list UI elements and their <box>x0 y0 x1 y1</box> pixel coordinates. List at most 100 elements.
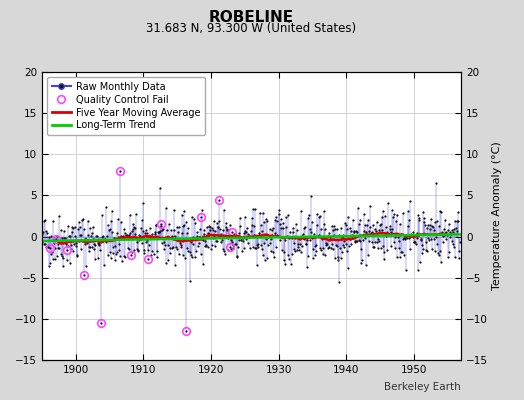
Point <box>52 252 61 259</box>
Point <box>179 223 188 230</box>
Point <box>61 235 69 241</box>
Point <box>132 211 140 218</box>
Point <box>119 226 128 232</box>
Point <box>68 224 77 230</box>
Point <box>260 240 269 246</box>
Point <box>452 225 460 231</box>
Point <box>255 232 263 238</box>
Point <box>322 242 330 248</box>
Point <box>443 232 451 238</box>
Point <box>65 232 73 239</box>
Point <box>111 257 119 263</box>
Point <box>366 224 374 230</box>
Point <box>351 239 359 245</box>
Point <box>127 252 135 258</box>
Point <box>287 235 296 241</box>
Point <box>81 236 89 242</box>
Point <box>365 228 373 234</box>
Point <box>194 234 203 240</box>
Point <box>211 228 220 234</box>
Point <box>424 234 433 241</box>
Point <box>68 229 76 235</box>
Point <box>227 245 235 252</box>
Point <box>421 222 429 228</box>
Point <box>427 216 435 222</box>
Point <box>179 252 187 258</box>
Point <box>268 232 276 239</box>
Point <box>380 256 389 262</box>
Point <box>410 239 419 245</box>
Point <box>439 238 447 245</box>
Point <box>281 237 290 244</box>
Point <box>39 218 48 224</box>
Point <box>368 238 376 245</box>
Point <box>121 229 129 236</box>
Point <box>201 243 209 250</box>
Point <box>221 250 229 257</box>
Point <box>236 223 244 230</box>
Point <box>92 233 100 239</box>
Point <box>234 237 243 244</box>
Point <box>63 246 71 253</box>
Point <box>381 224 390 230</box>
Point <box>138 239 146 246</box>
Point <box>357 259 365 266</box>
Point <box>342 240 350 247</box>
Point <box>206 226 215 233</box>
Point <box>126 230 135 236</box>
Point <box>188 254 196 260</box>
Point <box>339 232 347 238</box>
Point <box>149 234 157 240</box>
Point <box>354 205 362 212</box>
Point <box>202 243 211 249</box>
Point <box>275 211 283 217</box>
Point <box>454 209 462 216</box>
Point <box>401 235 410 242</box>
Point <box>250 205 259 212</box>
Point <box>247 215 256 222</box>
Point <box>409 234 418 240</box>
Point <box>48 249 56 256</box>
Point <box>249 244 257 251</box>
Point <box>414 217 423 224</box>
Point <box>194 243 202 249</box>
Point <box>107 255 115 261</box>
Point <box>400 235 409 242</box>
Point <box>409 229 417 236</box>
Point <box>96 239 105 245</box>
Point <box>242 236 250 242</box>
Point <box>54 245 63 252</box>
Point <box>395 238 403 244</box>
Point <box>313 211 321 217</box>
Point <box>99 238 107 244</box>
Point <box>198 261 206 267</box>
Point <box>143 237 151 243</box>
Point <box>97 320 105 326</box>
Point <box>388 226 396 232</box>
Point <box>89 224 97 230</box>
Point <box>329 226 337 233</box>
Point <box>226 236 235 243</box>
Point <box>58 253 66 260</box>
Point <box>140 247 148 254</box>
Point <box>270 217 279 224</box>
Point <box>332 242 340 248</box>
Point <box>214 224 223 230</box>
Point <box>138 200 147 206</box>
Point <box>172 244 180 250</box>
Point <box>215 196 224 203</box>
Point <box>84 217 92 224</box>
Point <box>67 246 75 252</box>
Point <box>406 198 414 204</box>
Point <box>331 226 340 232</box>
Point <box>392 254 401 260</box>
Point <box>265 240 274 246</box>
Point <box>240 245 248 252</box>
Point <box>308 218 316 225</box>
Point <box>310 230 318 237</box>
Point <box>344 265 353 272</box>
Point <box>307 229 315 236</box>
Point <box>42 227 50 234</box>
Point <box>125 232 133 239</box>
Point <box>53 232 61 239</box>
